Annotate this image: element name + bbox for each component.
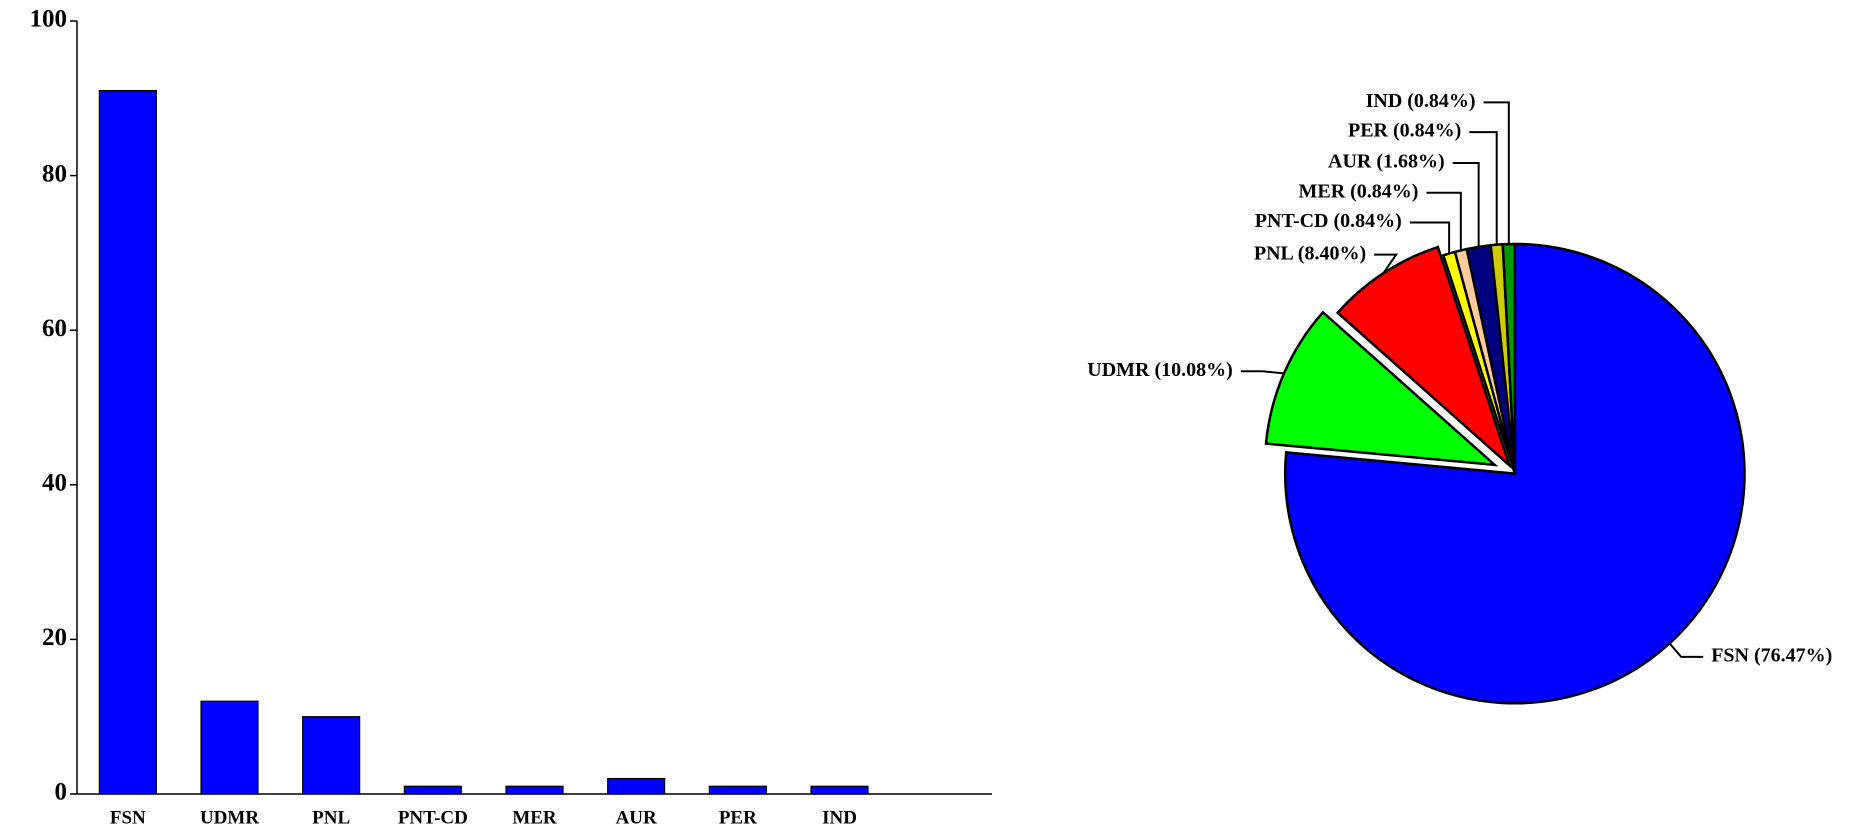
bar	[403, 785, 462, 795]
leader-line	[1668, 642, 1704, 658]
bar	[200, 700, 259, 795]
y-tick-label: 0	[55, 779, 68, 806]
leader-line	[1469, 131, 1498, 245]
leader-line	[1374, 253, 1399, 274]
y-tick-label: 60	[42, 315, 67, 342]
slice-label: MER (0.84%)	[1298, 180, 1418, 202]
slice-label: UDMR (10.08%)	[1087, 359, 1233, 381]
leader-line	[1426, 191, 1462, 251]
y-tick-label: 40	[42, 470, 67, 497]
x-tick-label: PNT-CD	[398, 807, 468, 828]
x-tick-label: AUR	[616, 807, 657, 828]
slice-label: PNL (8.40%)	[1254, 242, 1366, 264]
slice-label: PNT-CD (0.84%)	[1255, 210, 1402, 232]
pie-slice	[1501, 242, 1517, 474]
leader-line	[1409, 221, 1451, 254]
x-tick-label: FSN	[110, 807, 146, 828]
y-tick-label: 100	[30, 6, 68, 33]
x-tick-label: PNL	[312, 807, 350, 828]
leader-line	[1240, 370, 1285, 375]
bar	[505, 785, 564, 795]
bar	[302, 716, 361, 795]
x-tick-label: UDMR	[200, 807, 259, 828]
bar	[98, 89, 157, 795]
x-tick-label: MER	[512, 807, 557, 828]
slice-label: FSN (76.47%)	[1711, 644, 1832, 666]
leader-line	[1483, 101, 1510, 245]
x-tick-label: IND	[822, 807, 857, 828]
bar	[607, 777, 666, 795]
slice-label: IND (0.84%)	[1366, 90, 1476, 112]
slice-label: PER (0.84%)	[1348, 120, 1461, 142]
leader-line	[1452, 162, 1480, 247]
y-tick-label: 20	[42, 624, 67, 651]
bar	[810, 785, 869, 795]
x-tick-label: PER	[719, 807, 757, 828]
slice-label: AUR (1.68%)	[1328, 151, 1445, 173]
y-tick-label: 80	[42, 160, 67, 187]
bar	[708, 785, 767, 795]
